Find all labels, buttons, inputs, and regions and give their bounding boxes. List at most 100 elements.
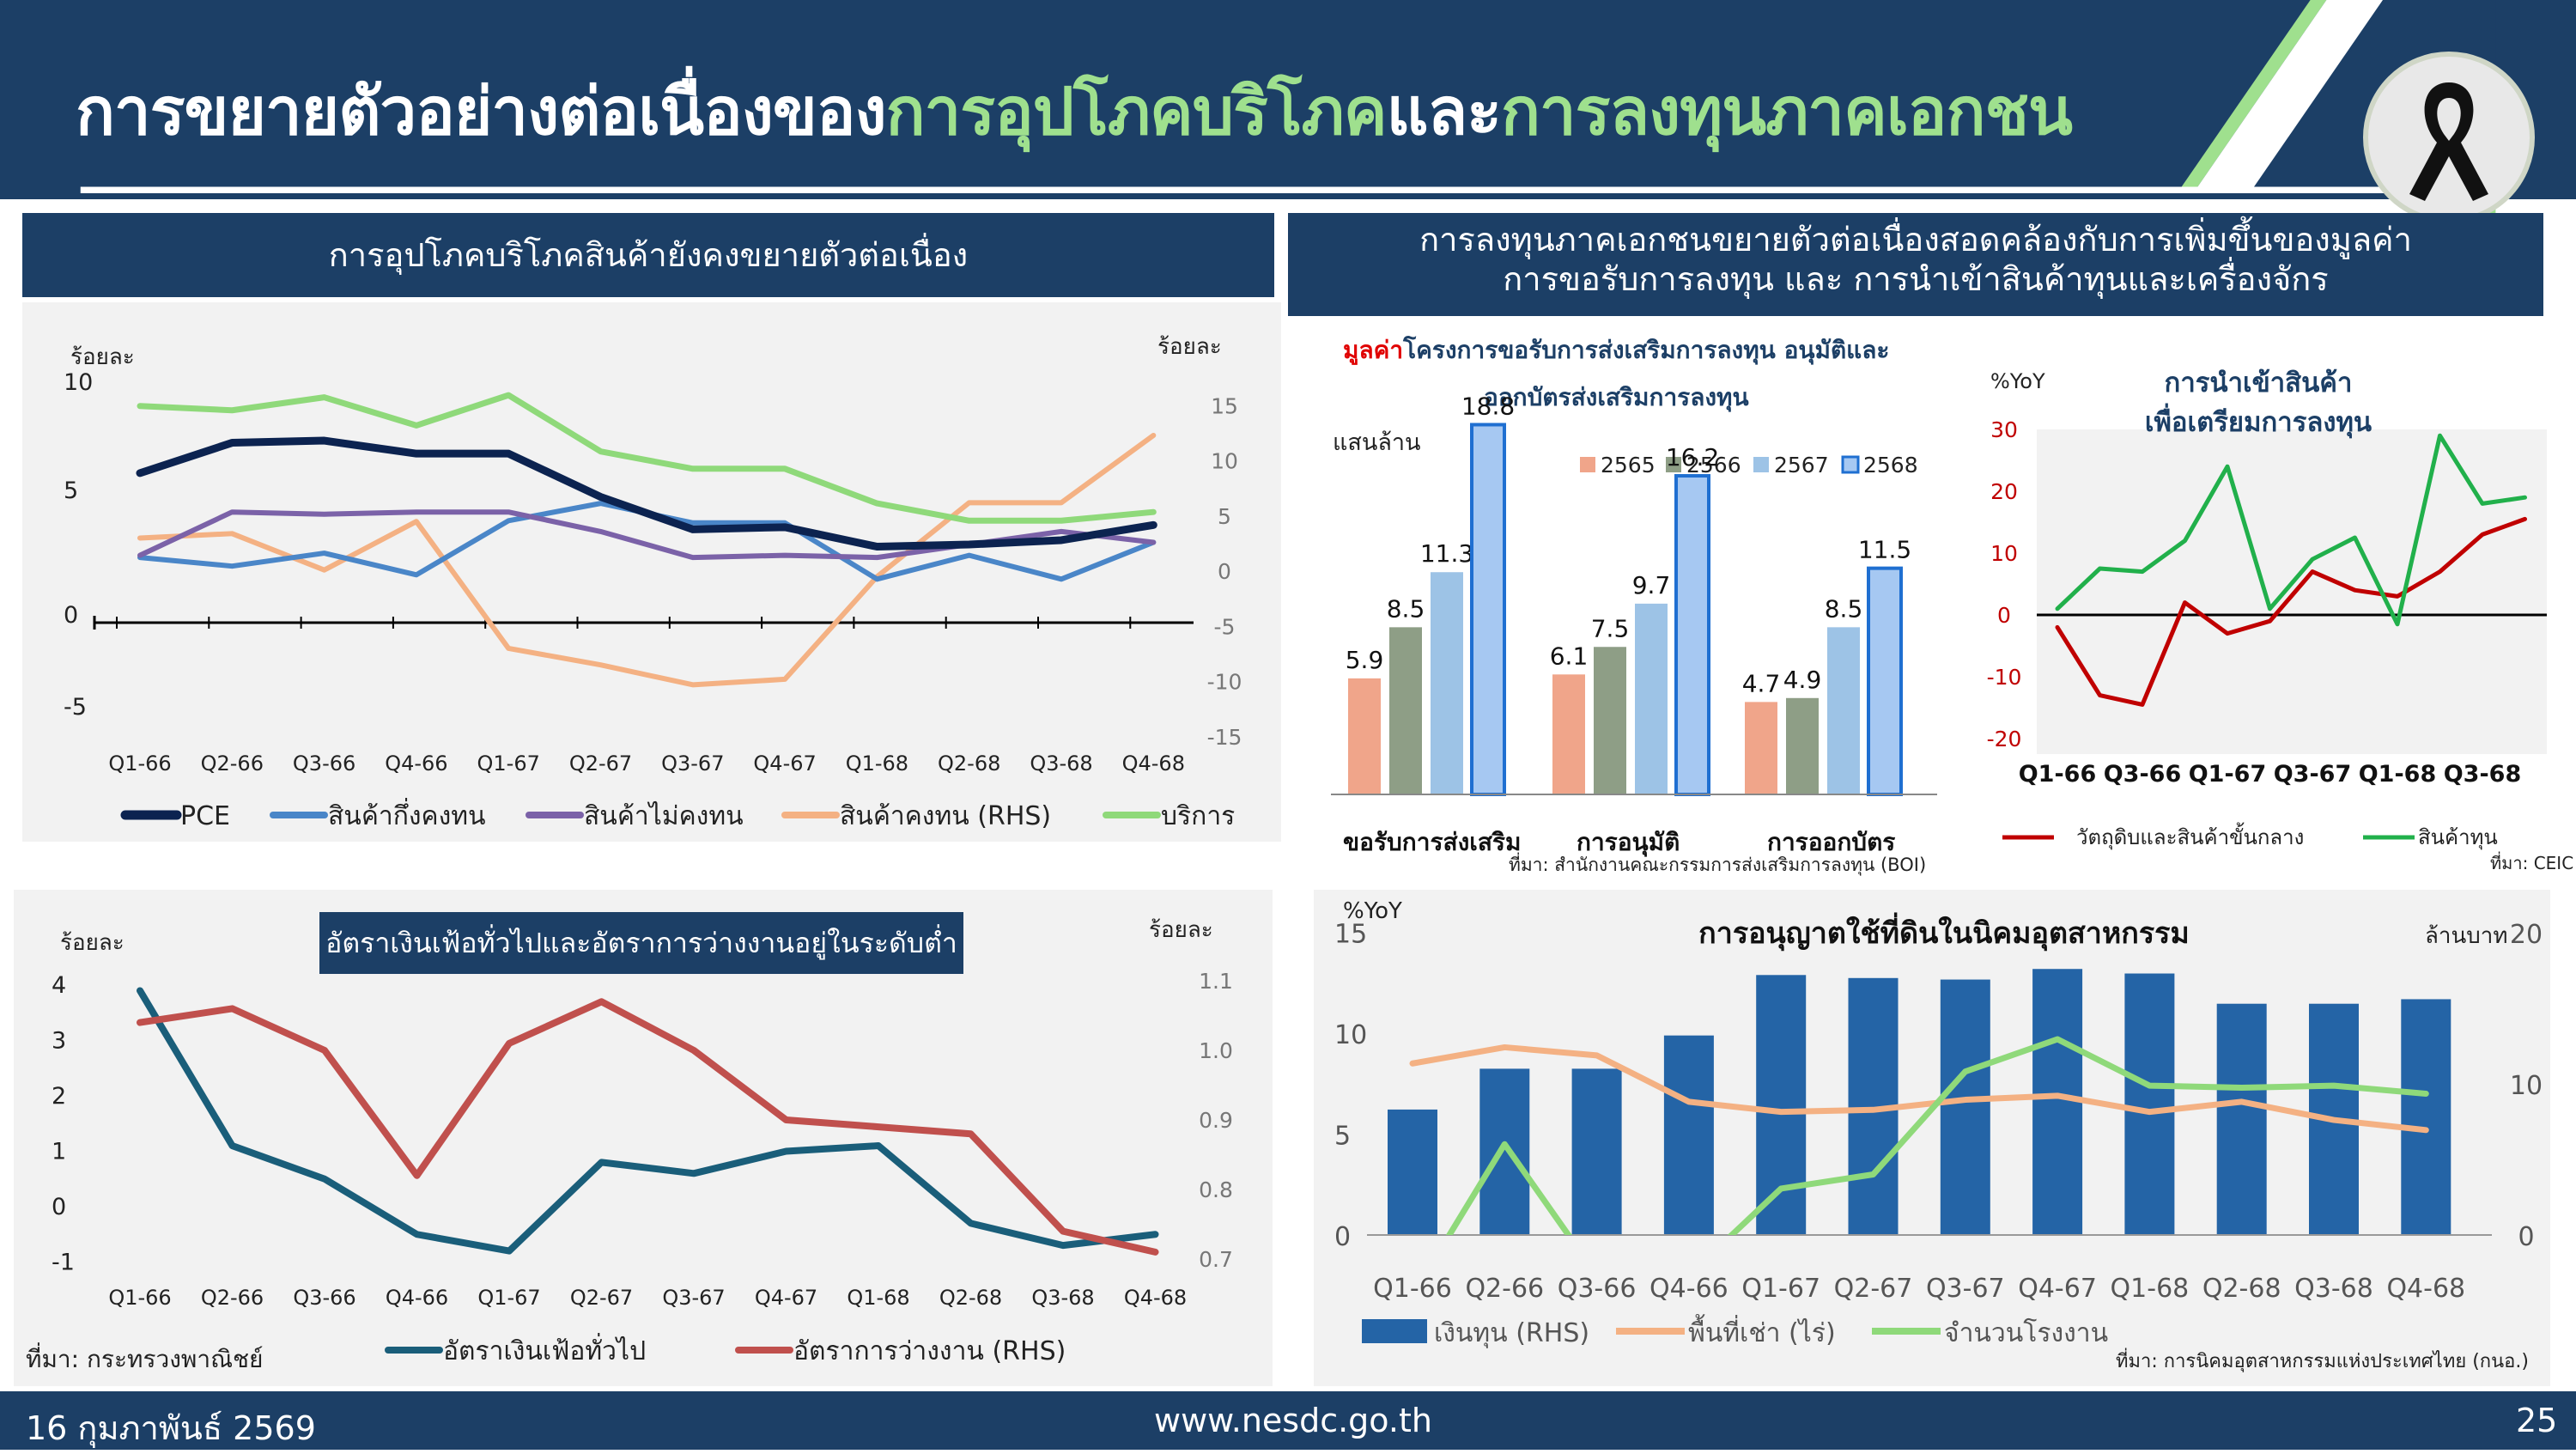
investment-panel-heading: การลงทุนภาคเอกชนขยายตัวต่อเนื่องสอดคล้อง… bbox=[1288, 213, 2543, 316]
x-tick-label: Q1-66 bbox=[108, 1286, 171, 1310]
land-bar bbox=[1479, 1068, 1530, 1235]
land-legend-swatch-0 bbox=[1362, 1319, 1427, 1343]
boi-category-label: ขอรับการส่งเสริม bbox=[1343, 828, 1521, 856]
land-bar bbox=[1756, 975, 1807, 1235]
y-tick-label: 4 bbox=[52, 972, 66, 999]
import-title-line1: การนำเข้าสินค้า bbox=[2165, 368, 2353, 398]
land-x-tick-label: Q4-67 bbox=[2018, 1274, 2097, 1304]
land-chart: %YoY ล้านบาท การอนุญาตใช้ที่ดินในนิคมอุตสา… bbox=[1334, 898, 2543, 1372]
import-x-tick-label: Q3-68 bbox=[2444, 761, 2522, 788]
x-tick-label: Q3-66 bbox=[293, 1286, 355, 1310]
boi-legend-swatch-3 bbox=[1841, 455, 1860, 474]
boi-title-line2: ออกบัตรส่งเสริมการลงทุน bbox=[1484, 383, 1749, 412]
land-y-tick-label: 5 bbox=[1334, 1122, 1351, 1152]
boi-bar-label: 4.7 bbox=[1742, 669, 1781, 697]
page-title: การขยายตัวอย่างต่อเนื่องของการอุปโภคบริโ… bbox=[76, 73, 2073, 149]
boi-title-rest: โครงการขอรับการส่งเสริมการลงทุน อนุมัติแ… bbox=[1402, 335, 1889, 365]
y-tick-label: 0 bbox=[64, 602, 78, 629]
land-y-tick-label: 15 bbox=[1334, 920, 1367, 950]
consumption-chart: ร้อยละ ร้อยละ Q1-66 Q2-66 Q3-66 Q4-66 Q1-67 Q2-… bbox=[64, 334, 1242, 831]
y2-tick-label: -10 bbox=[1207, 670, 1242, 695]
x-tick-label: Q2-67 bbox=[570, 1286, 633, 1310]
import-x-tick-label: Q1-68 bbox=[2359, 761, 2437, 788]
legend-1-label: อัตราการว่างงาน (RHS) bbox=[793, 1336, 1066, 1366]
land-x-tick-label: Q1-67 bbox=[1741, 1274, 1820, 1304]
right-axis-unit: ร้อยละ bbox=[1157, 334, 1222, 360]
import-y-tick-label: 10 bbox=[1990, 541, 2018, 566]
left-axis-unit: ร้อยละ bbox=[70, 344, 135, 370]
boi-bar-label: 6.1 bbox=[1550, 642, 1589, 670]
boi-legend-label-1: 2566 bbox=[1686, 453, 1741, 478]
consumption-panel-heading: การอุปโภคบริโภคสินค้ายังคงขยายตัวต่อเนื่… bbox=[22, 213, 1274, 297]
y2-tick-label: 10 bbox=[1211, 449, 1238, 474]
x-tick-label: Q2-68 bbox=[938, 751, 1000, 776]
boi-bar bbox=[1389, 627, 1422, 794]
import-x-tick-label: Q1-67 bbox=[2189, 761, 2267, 788]
import-source: ที่มา: CEIC bbox=[2490, 851, 2573, 873]
land-x-tick-label: Q4-68 bbox=[2386, 1274, 2465, 1304]
land-left-unit: %YoY bbox=[1343, 898, 1402, 924]
import-y-tick-label: -10 bbox=[1987, 665, 2022, 690]
legend-0-label: PCE bbox=[180, 801, 230, 831]
y2-tick-label: -5 bbox=[1214, 614, 1236, 639]
investment-heading-line1: การลงทุนภาคเอกชนขยายตัวต่อเนื่องสอดคล้อง… bbox=[1419, 221, 2412, 259]
y2-tick-label: 15 bbox=[1211, 393, 1238, 418]
land-y-tick-label: 10 bbox=[1334, 1020, 1367, 1050]
import-y-tick-label: -20 bbox=[1987, 727, 2022, 751]
boi-bar-label: 7.5 bbox=[1591, 614, 1630, 642]
land-x-tick-label: Q4-66 bbox=[1649, 1274, 1728, 1304]
land-y2-tick-label: 20 bbox=[2510, 920, 2543, 950]
series-line-4 bbox=[137, 392, 1157, 524]
import-x-tick-label: Q1-66 bbox=[2019, 761, 2097, 788]
boi-bar bbox=[1594, 647, 1626, 794]
import-y-tick-label: 0 bbox=[1997, 603, 2011, 628]
import-x-tick-label: Q3-67 bbox=[2274, 761, 2352, 788]
boi-legend-label-2: 2567 bbox=[1774, 453, 1829, 478]
land-y-tick-label: 0 bbox=[1334, 1222, 1351, 1252]
boi-title-line1: มูลค่าโครงการขอรับการส่งเสริมการลงทุน อน… bbox=[1343, 335, 1889, 365]
footer-date: 16 กุมภาพันธ์ 2569 bbox=[26, 1409, 316, 1447]
page-number: 25 bbox=[2516, 1402, 2558, 1439]
import-plot-area bbox=[2037, 429, 2547, 754]
land-x-tick-label: Q2-66 bbox=[1465, 1274, 1544, 1304]
mourning-ribbon bbox=[2363, 52, 2535, 223]
legend-4-label: บริการ bbox=[1161, 801, 1235, 831]
land-y2-tick-label: 10 bbox=[2510, 1071, 2543, 1101]
y2-tick-label: 1.0 bbox=[1199, 1038, 1233, 1063]
import-series-line-1 bbox=[2055, 433, 2527, 627]
y-tick-label: -1 bbox=[52, 1250, 75, 1276]
land-x-tick-label: Q1-66 bbox=[1373, 1274, 1452, 1304]
land-series-line-2 bbox=[1445, 1036, 2429, 1235]
x-tick-label: Q2-66 bbox=[201, 1286, 264, 1310]
x-tick-label: Q3-68 bbox=[1030, 751, 1092, 776]
x-tick-label: Q2-66 bbox=[201, 751, 264, 776]
y-tick-label: 1 bbox=[52, 1139, 66, 1165]
x-tick-label: Q4-66 bbox=[385, 751, 447, 776]
import-x-tick-label: Q3-66 bbox=[2104, 761, 2182, 788]
import-unit: %YoY bbox=[1990, 369, 2045, 393]
y2-tick-label: 5 bbox=[1218, 504, 1231, 529]
x-tick-label: Q2-68 bbox=[939, 1286, 1002, 1310]
series-line-3 bbox=[137, 432, 1157, 688]
legend-1-label: สินค้ากึ่งคงทน bbox=[328, 798, 486, 831]
boi-legend-label-0: 2565 bbox=[1601, 453, 1656, 478]
boi-category-label: การออกบัตร bbox=[1767, 828, 1895, 856]
import-title-line2: เพื่อเตรียมการลงทุน bbox=[2145, 403, 2372, 439]
boi-bar bbox=[1745, 702, 1777, 794]
footer-url[interactable]: www.nesdc.go.th bbox=[1154, 1402, 1432, 1439]
land-x-tick-label: Q3-66 bbox=[1558, 1274, 1637, 1304]
land-bar bbox=[2216, 1003, 2267, 1235]
land-legend-label-2: จำนวนโรงงาน bbox=[1944, 1317, 2108, 1348]
land-x-tick-label: Q3-68 bbox=[2294, 1274, 2373, 1304]
land-bar bbox=[1663, 1035, 1714, 1235]
x-tick-label: Q1-68 bbox=[847, 1286, 909, 1310]
y2-tick-label: 0.8 bbox=[1199, 1177, 1233, 1202]
boi-bar-label: 4.9 bbox=[1783, 666, 1822, 694]
x-tick-label: Q4-67 bbox=[755, 1286, 817, 1310]
slide-header bbox=[0, 0, 2576, 199]
boi-legend-swatch-2 bbox=[1753, 457, 1769, 472]
land-x-tick-label: Q2-68 bbox=[2202, 1274, 2281, 1304]
boi-bar bbox=[1431, 572, 1463, 794]
y2-tick-label: 0.7 bbox=[1199, 1247, 1233, 1272]
x-tick-label: Q4-66 bbox=[386, 1286, 448, 1310]
